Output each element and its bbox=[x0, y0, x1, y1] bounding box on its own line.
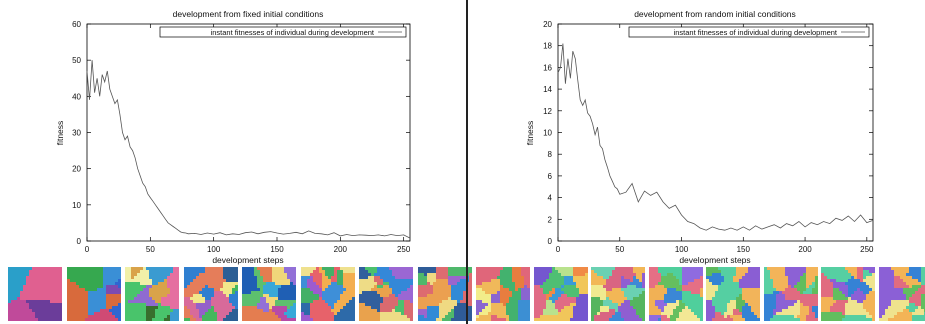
fitness-chart-random: development from random initial conditio… bbox=[525, 9, 874, 265]
y-tick-label: 20 bbox=[543, 20, 552, 29]
x-tick-label: 0 bbox=[556, 245, 561, 254]
cell-image bbox=[706, 267, 760, 321]
cell-image bbox=[476, 267, 530, 321]
cell-image bbox=[125, 267, 179, 321]
cell-image bbox=[591, 267, 645, 321]
y-tick-label: 30 bbox=[72, 129, 81, 138]
y-tick-label: 12 bbox=[543, 107, 552, 116]
cell-image bbox=[878, 267, 925, 321]
panel-divider bbox=[466, 0, 468, 324]
chart-title: development from fixed initial condition… bbox=[173, 9, 324, 19]
legend-box bbox=[159, 26, 407, 38]
y-tick-label: 40 bbox=[72, 92, 81, 101]
cell-image bbox=[533, 267, 588, 321]
series-line bbox=[557, 43, 874, 231]
x-axis-label: development steps bbox=[679, 255, 750, 265]
y-tick-label: 8 bbox=[548, 150, 553, 159]
cell-image bbox=[417, 267, 472, 321]
y-tick-label: 4 bbox=[548, 194, 553, 203]
panel-fixed-conditions: development from fixed initial condition… bbox=[0, 0, 472, 324]
x-tick-label: 50 bbox=[615, 245, 624, 254]
x-axis-label: development steps bbox=[212, 255, 283, 265]
x-tick-label: 0 bbox=[85, 245, 90, 254]
x-tick-label: 100 bbox=[675, 245, 689, 254]
x-tick-label: 150 bbox=[737, 245, 751, 254]
cell-image bbox=[821, 267, 875, 321]
y-axis-label: fitness bbox=[525, 121, 535, 146]
y-tick-label: 0 bbox=[77, 237, 82, 246]
cell-image bbox=[300, 267, 355, 321]
legend-box bbox=[628, 26, 870, 38]
plot-frame bbox=[86, 23, 411, 242]
legend-label: instant fitnesses of individual during d… bbox=[211, 28, 375, 37]
cell-image bbox=[359, 267, 413, 321]
cell-image bbox=[8, 267, 62, 321]
y-tick-label: 2 bbox=[548, 215, 553, 224]
y-tick-label: 16 bbox=[543, 63, 552, 72]
x-tick-label: 200 bbox=[798, 245, 812, 254]
y-tick-label: 6 bbox=[548, 172, 553, 181]
plot-frame bbox=[557, 23, 874, 242]
y-tick-label: 50 bbox=[72, 56, 81, 65]
fitness-chart-fixed: development from fixed initial condition… bbox=[55, 9, 411, 265]
x-tick-label: 100 bbox=[207, 245, 221, 254]
chart-title: development from random initial conditio… bbox=[634, 9, 796, 19]
cell-image bbox=[763, 267, 818, 321]
y-tick-label: 10 bbox=[72, 201, 81, 210]
x-tick-label: 250 bbox=[397, 245, 411, 254]
y-tick-label: 10 bbox=[543, 129, 552, 138]
x-tick-label: 200 bbox=[334, 245, 348, 254]
cell-image bbox=[648, 267, 703, 321]
x-tick-label: 50 bbox=[146, 245, 155, 254]
x-tick-label: 250 bbox=[860, 245, 874, 254]
y-tick-label: 0 bbox=[548, 237, 553, 246]
y-axis-label: fitness bbox=[55, 121, 65, 146]
legend-label: instant fitnesses of individual during d… bbox=[674, 28, 838, 37]
x-tick-label: 150 bbox=[270, 245, 284, 254]
cell-image bbox=[183, 267, 238, 321]
panel-random-conditions: development from random initial conditio… bbox=[472, 0, 925, 324]
y-tick-label: 20 bbox=[72, 165, 81, 174]
cell-image bbox=[242, 267, 296, 321]
y-tick-label: 18 bbox=[543, 42, 552, 51]
y-tick-label: 60 bbox=[72, 20, 81, 29]
y-tick-label: 14 bbox=[543, 85, 552, 94]
cell-image bbox=[66, 267, 121, 321]
series-line bbox=[86, 60, 411, 239]
